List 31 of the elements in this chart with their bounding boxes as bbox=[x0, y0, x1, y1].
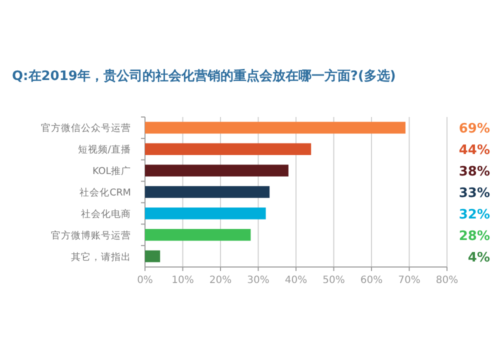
data-label: 38% bbox=[458, 164, 490, 180]
chart-title: Q:在2019年，贵公司的社会化营销的重点会放在哪一方面?(多选) bbox=[12, 68, 396, 84]
data-label: 44% bbox=[458, 143, 490, 158]
y-tick-label: 官方微信公众号运营 bbox=[41, 122, 131, 134]
x-tick-label: 10% bbox=[172, 275, 194, 286]
x-tick-label: 80% bbox=[436, 275, 458, 286]
x-tick-label: 30% bbox=[247, 275, 270, 286]
y-tick-label: 社会化电商 bbox=[81, 208, 131, 220]
data-label: 33% bbox=[458, 186, 490, 201]
y-tick-label: 短视频/直播 bbox=[78, 144, 131, 156]
bar bbox=[145, 228, 251, 241]
data-label: 4% bbox=[468, 250, 490, 266]
bar bbox=[145, 164, 288, 176]
bar bbox=[145, 143, 312, 156]
y-tick-label: KOL推广 bbox=[92, 165, 131, 178]
y-tick-label: 官方微博账号运营 bbox=[51, 229, 131, 242]
y-tick-label: 其它，请指出 bbox=[71, 250, 131, 263]
x-tick-label: 20% bbox=[209, 275, 232, 286]
data-label: 28% bbox=[458, 228, 490, 244]
bar bbox=[145, 208, 266, 220]
bar bbox=[145, 250, 160, 262]
data-label: 32% bbox=[458, 207, 490, 222]
x-tick-label: 70% bbox=[398, 275, 420, 286]
x-tick-label: 50% bbox=[322, 275, 345, 286]
bar bbox=[145, 186, 270, 198]
bar bbox=[145, 122, 406, 134]
x-tick-label: 40% bbox=[284, 275, 308, 286]
x-tick-label: 0% bbox=[137, 275, 153, 286]
data-label: 69% bbox=[458, 122, 490, 137]
x-tick-label: 60% bbox=[360, 275, 383, 286]
y-tick-label: 社会化CRM bbox=[80, 186, 131, 198]
